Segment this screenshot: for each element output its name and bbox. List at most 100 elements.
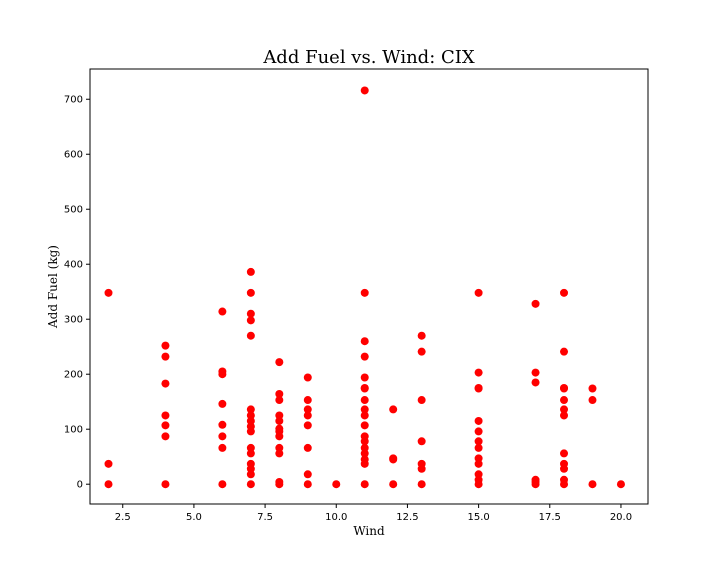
data-point xyxy=(303,411,312,420)
y-tick-label: 0 xyxy=(77,480,83,491)
x-tick-label: 17.5 xyxy=(539,512,561,523)
data-point xyxy=(389,480,398,489)
data-point xyxy=(275,443,284,452)
data-point xyxy=(616,480,625,489)
data-point xyxy=(332,480,341,489)
data-point xyxy=(474,454,483,463)
data-point xyxy=(474,368,483,377)
data-point xyxy=(360,421,369,430)
data-point xyxy=(218,480,227,489)
x-tick-label: 2.5 xyxy=(115,512,131,523)
y-axis-label: Add Fuel (kg) xyxy=(46,245,60,329)
data-point xyxy=(360,443,369,452)
data-point xyxy=(246,316,255,325)
y-tick-label: 300 xyxy=(64,315,83,326)
data-point xyxy=(360,480,369,489)
data-point xyxy=(161,432,170,441)
data-point xyxy=(474,443,483,452)
data-point xyxy=(218,307,227,316)
x-tick-label: 5.0 xyxy=(186,512,202,523)
data-point xyxy=(360,86,369,95)
x-tick-label: 12.5 xyxy=(396,512,418,523)
data-point xyxy=(531,299,540,308)
data-point xyxy=(560,405,569,414)
y-tick-label: 500 xyxy=(64,205,83,216)
data-point xyxy=(360,288,369,297)
y-tick-label: 200 xyxy=(64,370,83,381)
data-point xyxy=(303,421,312,430)
data-point xyxy=(104,288,113,297)
data-point xyxy=(531,378,540,387)
data-points xyxy=(104,86,625,489)
data-point xyxy=(246,411,255,420)
data-point xyxy=(360,437,369,446)
x-axis-ticks: 2.5 5.0 7.5 10.0 12.5 15.0 17.5 20.0 xyxy=(115,504,632,523)
data-point xyxy=(474,470,483,479)
data-point xyxy=(360,396,369,405)
data-point xyxy=(560,347,569,356)
data-point xyxy=(161,421,170,430)
data-point xyxy=(474,427,483,436)
data-point xyxy=(417,396,426,405)
data-point xyxy=(360,352,369,361)
data-point xyxy=(303,470,312,479)
y-tick-label: 700 xyxy=(64,95,83,106)
data-point xyxy=(275,411,284,420)
data-point xyxy=(588,384,597,393)
data-point xyxy=(389,455,398,464)
data-point xyxy=(417,347,426,356)
data-point xyxy=(218,399,227,408)
y-axis-ticks: 0 100 200 300 400 500 600 700 xyxy=(64,95,90,491)
data-point xyxy=(218,443,227,452)
data-point xyxy=(246,464,255,473)
data-point xyxy=(246,331,255,340)
data-point xyxy=(474,384,483,393)
data-point xyxy=(275,432,284,441)
data-point xyxy=(161,341,170,350)
data-point xyxy=(246,443,255,452)
data-point xyxy=(588,480,597,489)
data-point xyxy=(474,437,483,446)
data-point xyxy=(218,370,227,379)
y-tick-label: 400 xyxy=(64,260,83,271)
data-point xyxy=(246,470,255,479)
x-tick-label: 15.0 xyxy=(467,512,489,523)
data-point xyxy=(360,373,369,382)
data-point xyxy=(417,464,426,473)
data-point xyxy=(275,390,284,399)
data-point xyxy=(104,459,113,468)
data-point xyxy=(303,396,312,405)
data-point xyxy=(560,384,569,393)
data-point xyxy=(360,411,369,420)
data-point xyxy=(474,459,483,468)
y-tick-label: 100 xyxy=(64,425,83,436)
data-point xyxy=(218,432,227,441)
data-point xyxy=(389,405,398,414)
data-point xyxy=(275,449,284,458)
data-point xyxy=(360,384,369,393)
x-tick-label: 7.5 xyxy=(257,512,273,523)
data-point xyxy=(560,396,569,405)
data-point xyxy=(417,437,426,446)
data-point xyxy=(218,420,227,429)
data-point xyxy=(531,368,540,377)
data-point xyxy=(360,449,369,458)
data-point xyxy=(104,480,113,489)
data-point xyxy=(161,379,170,388)
data-point xyxy=(417,480,426,489)
data-point xyxy=(474,288,483,297)
data-point xyxy=(474,480,483,489)
data-point xyxy=(275,480,284,489)
chart-title: Add Fuel vs. Wind: CIX xyxy=(262,47,475,68)
data-point xyxy=(275,358,284,367)
data-point xyxy=(560,464,569,473)
data-point xyxy=(560,449,569,458)
data-point xyxy=(246,309,255,318)
data-point xyxy=(246,288,255,297)
data-point xyxy=(246,480,255,489)
data-point xyxy=(360,405,369,414)
x-tick-label: 10.0 xyxy=(325,512,347,523)
